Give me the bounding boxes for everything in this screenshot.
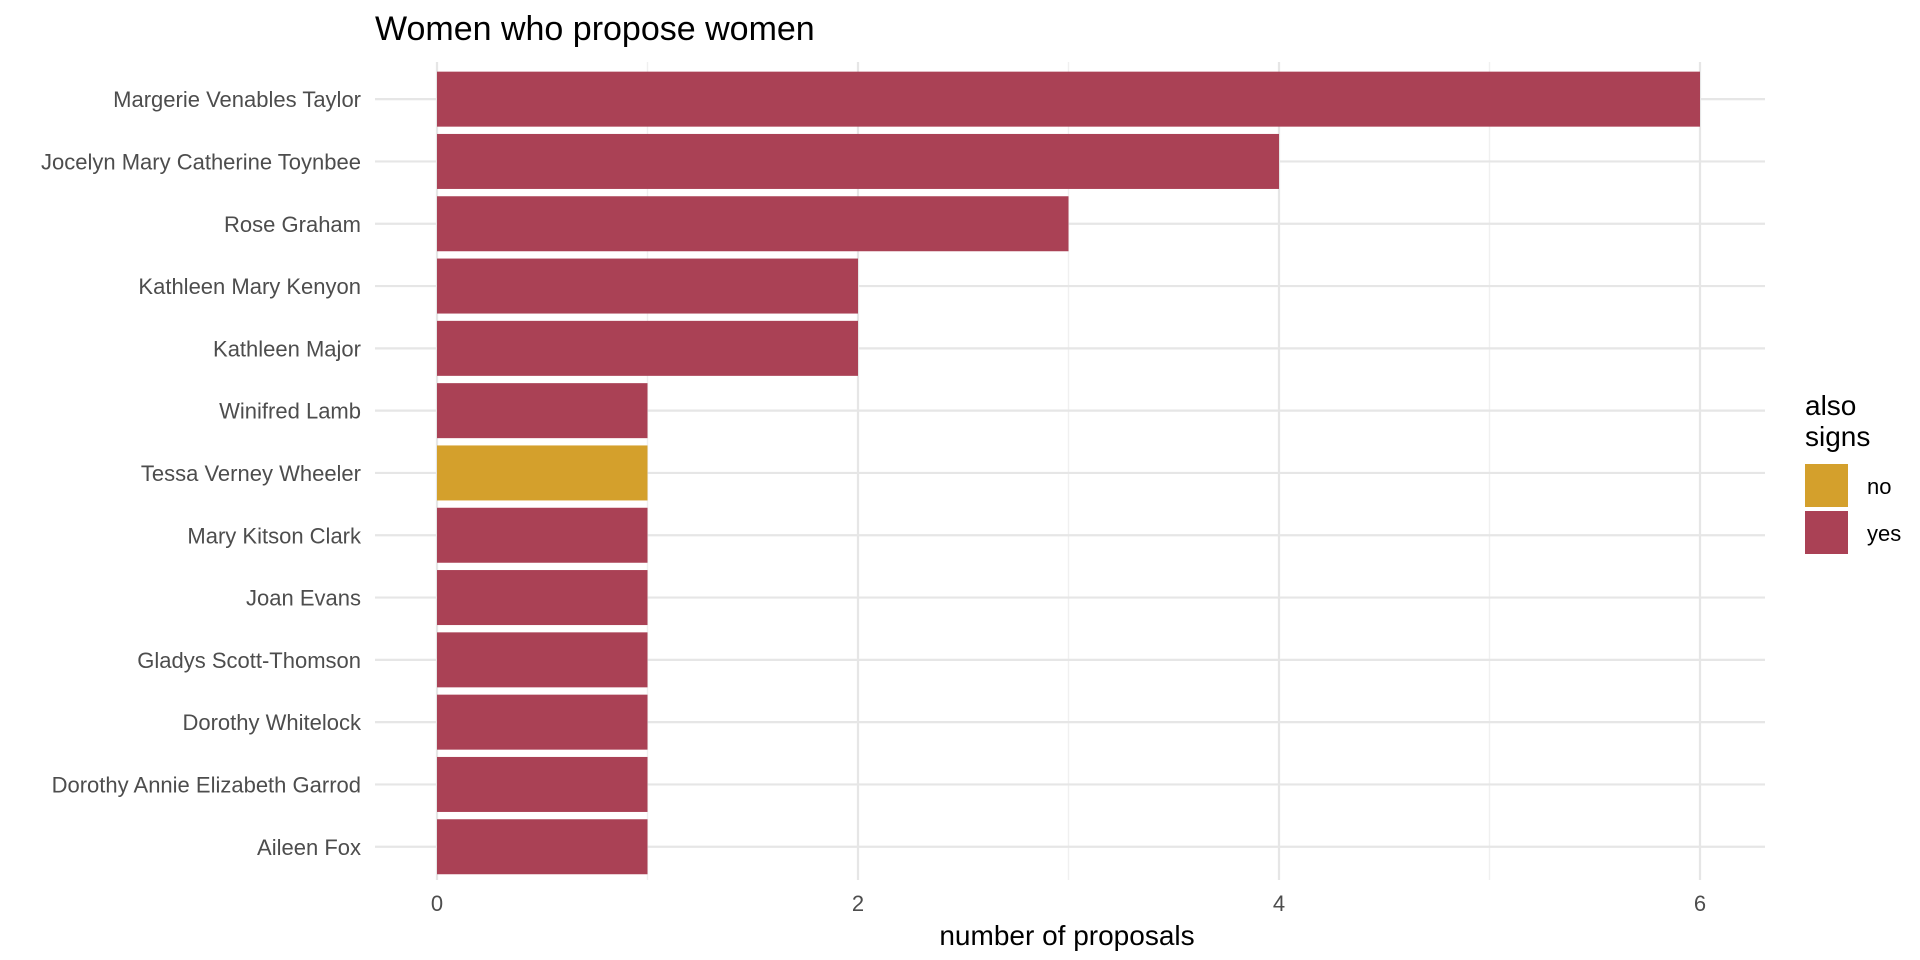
- bar-margerie-venables-taylor: [437, 71, 1700, 127]
- y-tick-label: Jocelyn Mary Catherine Toynbee: [41, 149, 361, 174]
- bar-aileen-fox: [437, 819, 648, 875]
- bar-dorothy-whitelock: [437, 694, 648, 750]
- legend-label-yes: yes: [1867, 521, 1901, 546]
- legend-title: signs: [1805, 421, 1870, 452]
- y-axis-labels: Margerie Venables Taylor Jocelyn Mary Cat…: [41, 87, 362, 860]
- x-tick-label: 2: [852, 891, 864, 916]
- legend-label-no: no: [1867, 474, 1891, 499]
- bars: [437, 71, 1700, 875]
- bar-winifred-lamb: [437, 383, 648, 439]
- bar-tessa-verney-wheeler: [437, 445, 648, 501]
- bar-jocelyn-mary-catherine-toynbee: [437, 133, 1279, 189]
- y-tick-label: Gladys Scott-Thomson: [137, 648, 361, 673]
- legend-title: also: [1805, 390, 1856, 421]
- bar-mary-kitson-clark: [437, 507, 648, 563]
- bar-joan-evans: [437, 570, 648, 626]
- y-tick-label: Kathleen Mary Kenyon: [138, 274, 361, 299]
- x-tick-label: 4: [1273, 891, 1285, 916]
- bar-rose-graham: [437, 196, 1069, 252]
- y-tick-label: Tessa Verney Wheeler: [141, 461, 361, 486]
- chart-title: Women who propose women: [375, 10, 815, 48]
- y-tick-label: Aileen Fox: [257, 835, 361, 860]
- y-tick-label: Dorothy Annie Elizabeth Garrod: [52, 772, 361, 797]
- bar-dorothy-annie-elizabeth-garrod: [437, 756, 648, 812]
- y-tick-label: Margerie Venables Taylor: [113, 87, 361, 112]
- bar-kathleen-major: [437, 320, 858, 376]
- x-tick-label: 0: [431, 891, 443, 916]
- y-tick-label: Rose Graham: [224, 212, 361, 237]
- legend-swatch-no: [1805, 464, 1848, 507]
- y-tick-label: Dorothy Whitelock: [182, 710, 362, 735]
- y-tick-label: Mary Kitson Clark: [187, 523, 362, 548]
- y-tick-label: Joan Evans: [246, 586, 361, 611]
- y-tick-label: Kathleen Major: [213, 336, 361, 361]
- x-axis-title: number of proposals: [939, 920, 1194, 951]
- bar-kathleen-mary-kenyon: [437, 258, 858, 314]
- bar-gladys-scott-thomson: [437, 632, 648, 688]
- x-tick-label: 6: [1694, 891, 1706, 916]
- legend-swatch-yes: [1805, 511, 1848, 554]
- y-tick-label: Winifred Lamb: [219, 399, 361, 424]
- x-axis-labels: 0 2 4 6: [431, 891, 1706, 916]
